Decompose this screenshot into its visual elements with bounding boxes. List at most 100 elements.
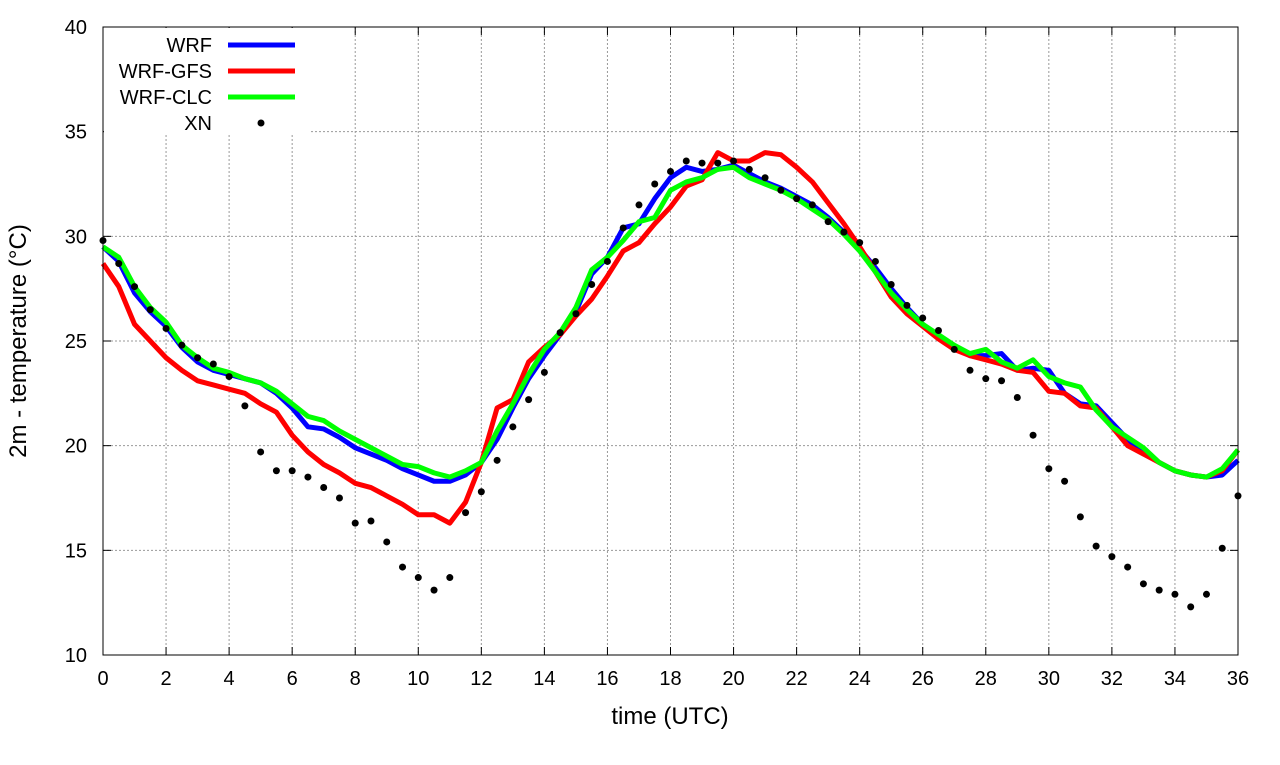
data-point-xn: [131, 283, 139, 291]
data-point-xn: [840, 228, 848, 236]
y-axis-label: 2m - temperature (°C): [5, 224, 32, 458]
x-tick-label: 30: [1038, 668, 1060, 690]
x-tick-label: 32: [1101, 668, 1123, 690]
data-point-xn: [651, 180, 659, 188]
data-point-xn: [919, 314, 927, 322]
y-tick-label: 35: [65, 122, 87, 144]
data-point-xn: [808, 201, 816, 209]
data-point-xn: [556, 329, 564, 337]
data-point-xn: [698, 159, 706, 167]
series-group: [99, 150, 1242, 611]
x-tick-label: 16: [596, 668, 618, 690]
legend-label-wrf-clc: WRF-CLC: [120, 87, 212, 109]
y-tick-label: 40: [65, 17, 87, 39]
data-point-xn: [1045, 465, 1053, 473]
data-point-xn: [1139, 580, 1147, 588]
data-point-xn: [194, 354, 202, 362]
series-line-wrf-clc: [101, 164, 1240, 480]
data-point-xn: [1171, 590, 1179, 598]
data-point-xn: [320, 484, 328, 492]
data-point-xn: [714, 159, 722, 167]
data-point-xn: [414, 574, 422, 582]
data-point-xn: [241, 402, 249, 410]
x-tick-label: 20: [722, 668, 744, 690]
data-point-xn: [998, 377, 1006, 385]
y-tick-label: 15: [65, 540, 87, 562]
data-point-xn: [225, 373, 233, 381]
data-point-xn: [572, 310, 580, 318]
data-point-xn: [1155, 586, 1163, 594]
data-point-xn: [335, 494, 343, 502]
y-tick-label: 20: [65, 436, 87, 458]
x-tick-label: 14: [533, 668, 555, 690]
data-point-xn: [1202, 590, 1210, 598]
grid: [102, 26, 1239, 656]
x-tick-label: 24: [849, 668, 871, 690]
data-point-xn: [903, 301, 911, 309]
data-point-xn: [635, 201, 643, 209]
data-point-xn: [982, 375, 990, 383]
plot-frame: [102, 26, 1239, 656]
data-point-xn: [367, 517, 375, 525]
data-point-xn: [162, 324, 170, 332]
x-tick-label: 0: [97, 668, 108, 690]
data-point-xn: [1076, 513, 1084, 521]
x-tick-label: 22: [785, 668, 807, 690]
data-point-xn: [462, 509, 470, 517]
data-point-xn: [399, 563, 407, 571]
data-point-xn: [477, 488, 485, 496]
data-point-xn: [777, 186, 785, 194]
data-point-xn: [1108, 553, 1116, 561]
data-point-xn: [745, 165, 753, 173]
legend-label-wrf-gfs: WRF-GFS: [119, 61, 212, 83]
data-point-xn: [146, 306, 154, 314]
x-tick-label: 10: [407, 668, 429, 690]
data-point-xn: [115, 260, 123, 268]
data-point-xn: [525, 396, 533, 404]
data-point-xn: [351, 519, 359, 527]
data-point-xn: [667, 167, 674, 175]
data-point-xn: [509, 423, 517, 431]
data-point-xn: [730, 157, 738, 165]
data-point-xn: [288, 467, 296, 475]
data-point-xn: [603, 257, 611, 265]
x-axis-label: time (UTC): [611, 703, 728, 730]
x-tick-label: 36: [1227, 668, 1249, 690]
data-point-xn: [588, 280, 596, 288]
data-point-xn: [1013, 394, 1021, 402]
data-point-xn: [871, 257, 879, 265]
data-point-xn: [209, 360, 217, 368]
data-point-xn: [383, 538, 391, 546]
y-tick-label: 10: [65, 645, 87, 667]
data-point-xn: [304, 473, 312, 481]
x-tick-label: 18: [659, 668, 681, 690]
data-point-xn: [1061, 477, 1069, 485]
data-point-xn: [540, 368, 548, 376]
data-point-xn: [793, 195, 801, 203]
x-tick-label: 12: [470, 668, 492, 690]
series-line-wrf: [101, 162, 1240, 484]
data-point-xn: [1218, 544, 1226, 552]
data-point-xn: [934, 327, 942, 335]
y-tick-label: 25: [65, 331, 87, 353]
legend-swatch-xn: [257, 119, 265, 127]
data-point-xn: [682, 157, 690, 165]
x-tick-label: 8: [350, 668, 361, 690]
data-point-xn: [1029, 431, 1037, 439]
x-tick-label: 26: [912, 668, 934, 690]
data-point-xn: [856, 239, 864, 247]
data-point-xn: [761, 174, 769, 182]
x-tick-label: 28: [975, 668, 997, 690]
x-tick-label: 6: [287, 668, 298, 690]
data-point-xn: [950, 345, 958, 353]
data-point-xn: [1187, 603, 1195, 611]
data-point-xn: [493, 456, 501, 464]
legend-label-xn: XN: [184, 113, 212, 135]
data-point-xn: [887, 280, 895, 288]
legend-label-wrf: WRF: [166, 35, 212, 57]
data-point-xn: [966, 366, 974, 374]
x-tick-label: 34: [1164, 668, 1186, 690]
data-point-xn: [178, 341, 186, 349]
data-point-xn: [1092, 542, 1100, 550]
